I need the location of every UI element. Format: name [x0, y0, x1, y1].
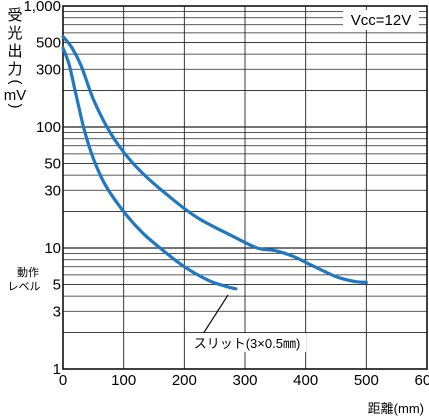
- x-tick-label: 100: [111, 372, 136, 389]
- y-tick-label: 300: [36, 61, 61, 78]
- x-tick-label: 200: [172, 372, 197, 389]
- x-tick-label: 600: [414, 372, 429, 389]
- y-axis-label-char: 力: [7, 61, 22, 78]
- x-tick-label: 0: [59, 372, 67, 389]
- condition-label-box: Vcc=12V: [343, 10, 419, 30]
- x-tick-label: 300: [232, 372, 257, 389]
- y-tick-label: 30: [44, 182, 61, 199]
- y-tick-label: 50: [44, 155, 61, 172]
- y-tick-label: 10: [44, 240, 61, 257]
- condition-label: Vcc=12V: [351, 12, 411, 29]
- y-axis-label-char: 出: [7, 43, 22, 60]
- operating-level-label: 動作 レベル: [8, 265, 41, 293]
- y-tick-label: 5: [53, 276, 61, 293]
- y-axis-label-char: 光: [7, 25, 22, 42]
- y-axis-label-char: 受: [7, 7, 22, 24]
- series-layer: [61, 34, 368, 291]
- y-axis-label: 受 光 出 力 ( mV ): [4, 7, 27, 109]
- slit-annotation: スリット(3×0.5㎜): [188, 294, 306, 352]
- x-gridlines: [123, 6, 367, 369]
- x-tick-label: 500: [354, 372, 379, 389]
- y-axis-label-char: (: [7, 80, 24, 85]
- y-tick-label: 1,000: [23, 0, 61, 15]
- series-line-slit: [61, 46, 238, 291]
- x-tick-labels: 0 100 200 300 400 500 600: [59, 372, 429, 389]
- y-tick-label: 100: [36, 119, 61, 136]
- series-line-standard: [61, 34, 368, 284]
- operating-level-line2: レベル: [8, 281, 41, 293]
- annotation-text: スリット(3×0.5㎜): [194, 336, 301, 351]
- y-tick-label: 500: [36, 34, 61, 51]
- x-axis-label: 距離(mm): [368, 401, 424, 416]
- y-tick-labels: 1 3 5 10 30 50 100 300 500 1,000: [23, 0, 61, 378]
- y-tick-label: 1: [53, 361, 61, 378]
- annotation-leader-line: [202, 294, 229, 335]
- y-tick-label: 3: [53, 303, 61, 320]
- y-axis-label-char: mV: [4, 87, 27, 104]
- operating-level-line1: 動作: [17, 265, 39, 279]
- plot-frame: [62, 5, 428, 370]
- y-axis-label-char: ): [7, 104, 24, 109]
- x-tick-label: 400: [293, 372, 318, 389]
